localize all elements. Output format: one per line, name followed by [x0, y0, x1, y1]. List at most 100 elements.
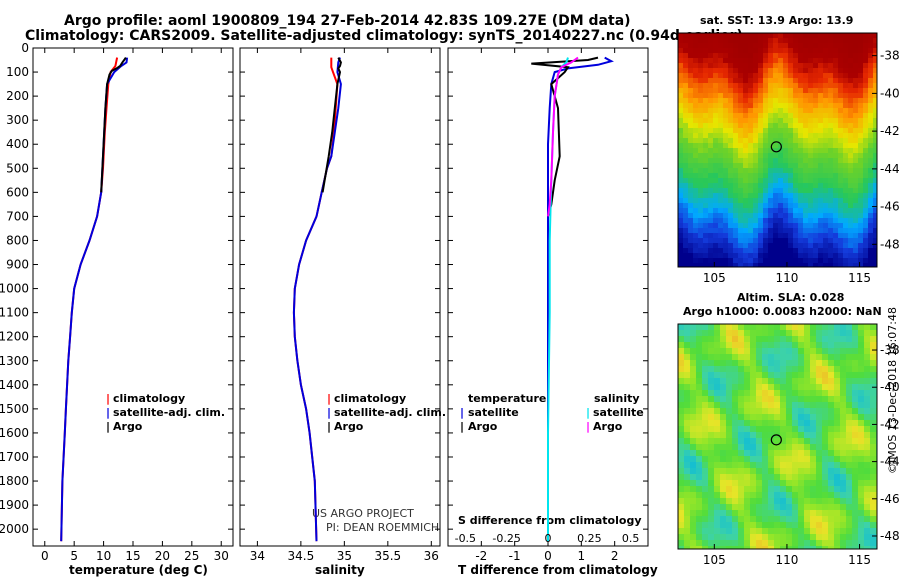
sst_map-cell	[733, 83, 738, 88]
sla_map-cell	[828, 444, 834, 450]
sla_map-cell	[864, 534, 870, 540]
sst_map-cell	[793, 73, 798, 78]
sla_map-cell	[816, 402, 822, 408]
sst_map-cell	[748, 123, 753, 128]
sst_map-cell	[758, 88, 763, 93]
sst_map-cell	[803, 198, 808, 203]
sla_map-cell	[696, 372, 702, 378]
sst_map-cell	[793, 148, 798, 153]
sst_map-cell	[793, 68, 798, 73]
sla_map-cell	[804, 450, 810, 456]
sst_map-cell	[743, 173, 748, 178]
sst_map-cell	[738, 58, 743, 63]
sst_map-cell	[738, 188, 743, 193]
salinity-xtick-label: 35	[337, 549, 352, 563]
sst_map-cell	[868, 263, 873, 267]
sla_map-cell	[828, 414, 834, 420]
sla_map-cell	[846, 522, 852, 528]
sst_map-cell	[728, 43, 733, 48]
ytick-label: 900	[6, 258, 29, 272]
sst_map-cell	[778, 258, 783, 263]
sla_map-cell	[750, 342, 756, 348]
sst_map-cell	[788, 118, 793, 123]
sst_map-cell	[768, 118, 773, 123]
sst_map-cell	[813, 188, 818, 193]
sst_map-cell	[693, 73, 698, 78]
sla_map-cell	[732, 510, 738, 516]
sla_map-cell	[786, 528, 792, 534]
sst_map-cell	[768, 168, 773, 173]
sst_map-cell	[863, 248, 868, 253]
ytick-label: 400	[6, 137, 29, 151]
sst_map-cell	[808, 73, 813, 78]
sla_map-cell	[768, 534, 774, 540]
sst_map-cell	[783, 118, 788, 123]
sst_map-cell	[728, 118, 733, 123]
sla_map-cell	[858, 444, 864, 450]
sst_map-cell	[698, 158, 703, 163]
sla_map-cell	[786, 456, 792, 462]
sst_map-cell	[713, 123, 718, 128]
sla_map-cell	[822, 390, 828, 396]
sst_map-cell	[793, 43, 798, 48]
sst_map-cell	[843, 198, 848, 203]
sst_map-cell	[723, 258, 728, 263]
sla_map-cell	[774, 492, 780, 498]
sla_map-cell	[840, 534, 846, 540]
sst_map-cell	[783, 253, 788, 258]
sst_map-cell	[808, 48, 813, 53]
sst_map-cell	[858, 198, 863, 203]
sst_map-cell	[838, 123, 843, 128]
sst_map-cell	[808, 218, 813, 223]
sst_map-cell	[738, 63, 743, 68]
sst_map-cell	[698, 78, 703, 83]
sla_map-cell	[720, 486, 726, 492]
sst_map-cell	[713, 68, 718, 73]
sst_map-cell	[743, 78, 748, 83]
sst_map-cell	[743, 243, 748, 248]
sst_map-cell	[783, 153, 788, 158]
sla_map-cell	[774, 522, 780, 528]
sst_map-cell	[853, 233, 858, 238]
sla_map-cell	[780, 402, 786, 408]
sst_map-cell	[718, 148, 723, 153]
sst_map-cell	[778, 183, 783, 188]
sla_map-cell	[786, 408, 792, 414]
sla_map-cell	[750, 492, 756, 498]
sla_map-cell	[810, 378, 816, 384]
sla_map-cell	[768, 342, 774, 348]
sst_map-cell	[713, 218, 718, 223]
sst_map-cell	[738, 153, 743, 158]
sst_map-cell	[688, 73, 693, 78]
sla_map-cell	[804, 534, 810, 540]
sst_map-cell	[843, 88, 848, 93]
sst_map-cell	[803, 223, 808, 228]
sst_map-cell	[708, 108, 713, 113]
sst_map-cell	[733, 198, 738, 203]
sst_map-cell	[678, 83, 683, 88]
sst_map-cell	[703, 213, 708, 218]
sst_map-cell	[828, 43, 833, 48]
sst_map-cell	[828, 138, 833, 143]
sst_map-cell	[788, 238, 793, 243]
sst_map-cell	[753, 48, 758, 53]
sst_map-cell	[818, 128, 823, 133]
sst_map-cell	[743, 113, 748, 118]
sst_map-cell	[793, 248, 798, 253]
sst_map-cell	[783, 173, 788, 178]
sla_map-cell	[864, 444, 870, 450]
sla_map-cell	[762, 456, 768, 462]
sla_map-cell	[840, 366, 846, 372]
sla_map-cell	[708, 390, 714, 396]
sla_map-cell	[786, 432, 792, 438]
sla_map-cell	[864, 354, 870, 360]
temperature-series-argo	[100, 57, 127, 193]
sst_map-cell	[873, 203, 877, 208]
sst_map-cell	[743, 93, 748, 98]
sla_map-cell	[834, 456, 840, 462]
sst_map-cell	[853, 123, 858, 128]
sla_map-cell	[840, 324, 846, 330]
sla_map-cell	[858, 378, 864, 384]
sla_map-cell	[804, 336, 810, 342]
sla_map-cell	[744, 516, 750, 522]
